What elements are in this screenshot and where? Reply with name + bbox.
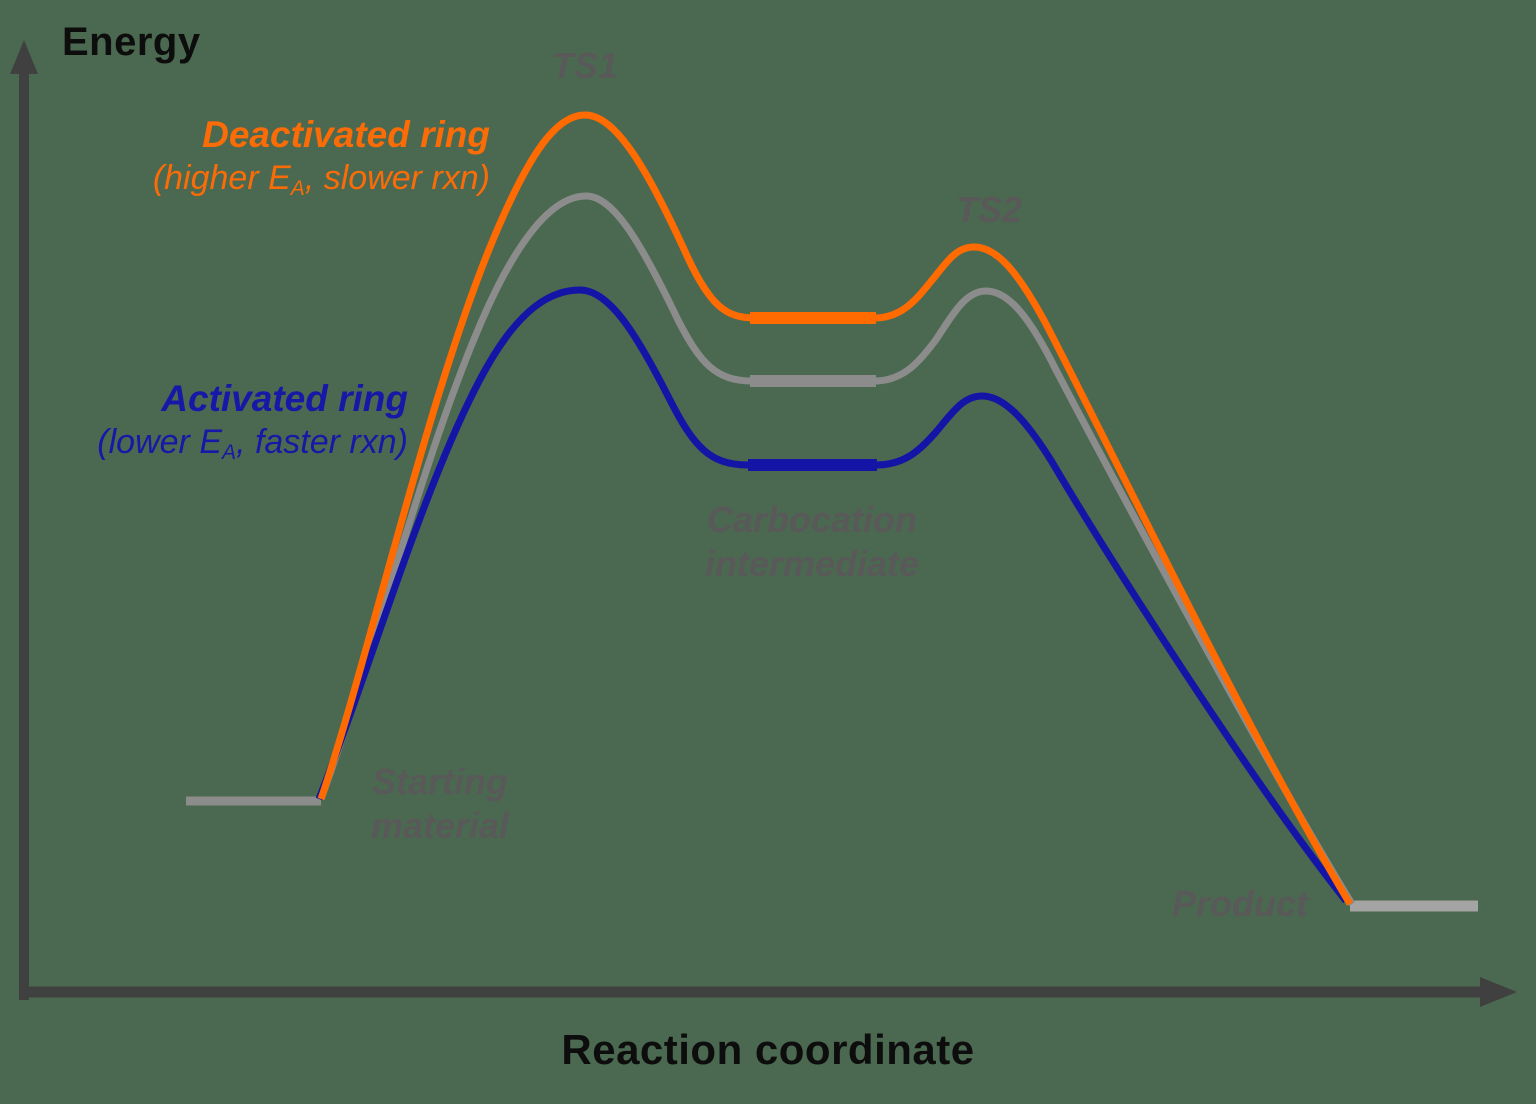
starting-material-line2: material: [370, 805, 510, 846]
activated-sub-suffix: , faster rxn): [236, 423, 408, 461]
activated-sub-prefix: (lower E: [97, 423, 222, 461]
activated-ring-subtitle: (lower EA, faster rxn): [58, 422, 408, 473]
starting-material-line1: Starting: [371, 761, 508, 802]
carbocation-line1: Carbocation: [706, 499, 918, 540]
product-label: Product: [1172, 883, 1309, 924]
deactivated-sub-suffix: , slower rxn): [304, 159, 490, 197]
deactivated-ring-title: Deactivated ring: [202, 114, 490, 155]
carbocation-line2: intermediate: [704, 543, 920, 584]
activated-ring-annotation: Activated ring (lower EA, faster rxn): [58, 376, 408, 473]
deactivated-ring-subtitle: (higher EA, slower rxn): [108, 158, 490, 209]
deactivated-ring-annotation: Deactivated ring (higher EA, slower rxn): [108, 112, 490, 209]
activated-ring-title: Activated ring: [161, 378, 408, 419]
energy-axis-label: Energy: [62, 20, 201, 64]
reference-curve: [317, 192, 1355, 906]
ts1-label: TS1: [552, 45, 619, 86]
activated-curve: [315, 286, 1349, 904]
ts2-label: TS2: [956, 189, 1023, 230]
starting-material-label: Starting material: [340, 760, 540, 848]
reaction-coordinate-axis-label: Reaction coordinate: [561, 1026, 975, 1073]
x-axis-arrow-icon: [1480, 977, 1517, 1007]
deactivated-curve: [317, 111, 1353, 906]
carbocation-intermediate-label: Carbocation intermediate: [662, 498, 962, 586]
deactivated-sub-prefix: (higher E: [152, 159, 291, 197]
y-axis-arrow-icon: [10, 40, 38, 74]
activated-sub-letter: A: [222, 440, 237, 464]
deactivated-sub-letter: A: [290, 176, 305, 200]
